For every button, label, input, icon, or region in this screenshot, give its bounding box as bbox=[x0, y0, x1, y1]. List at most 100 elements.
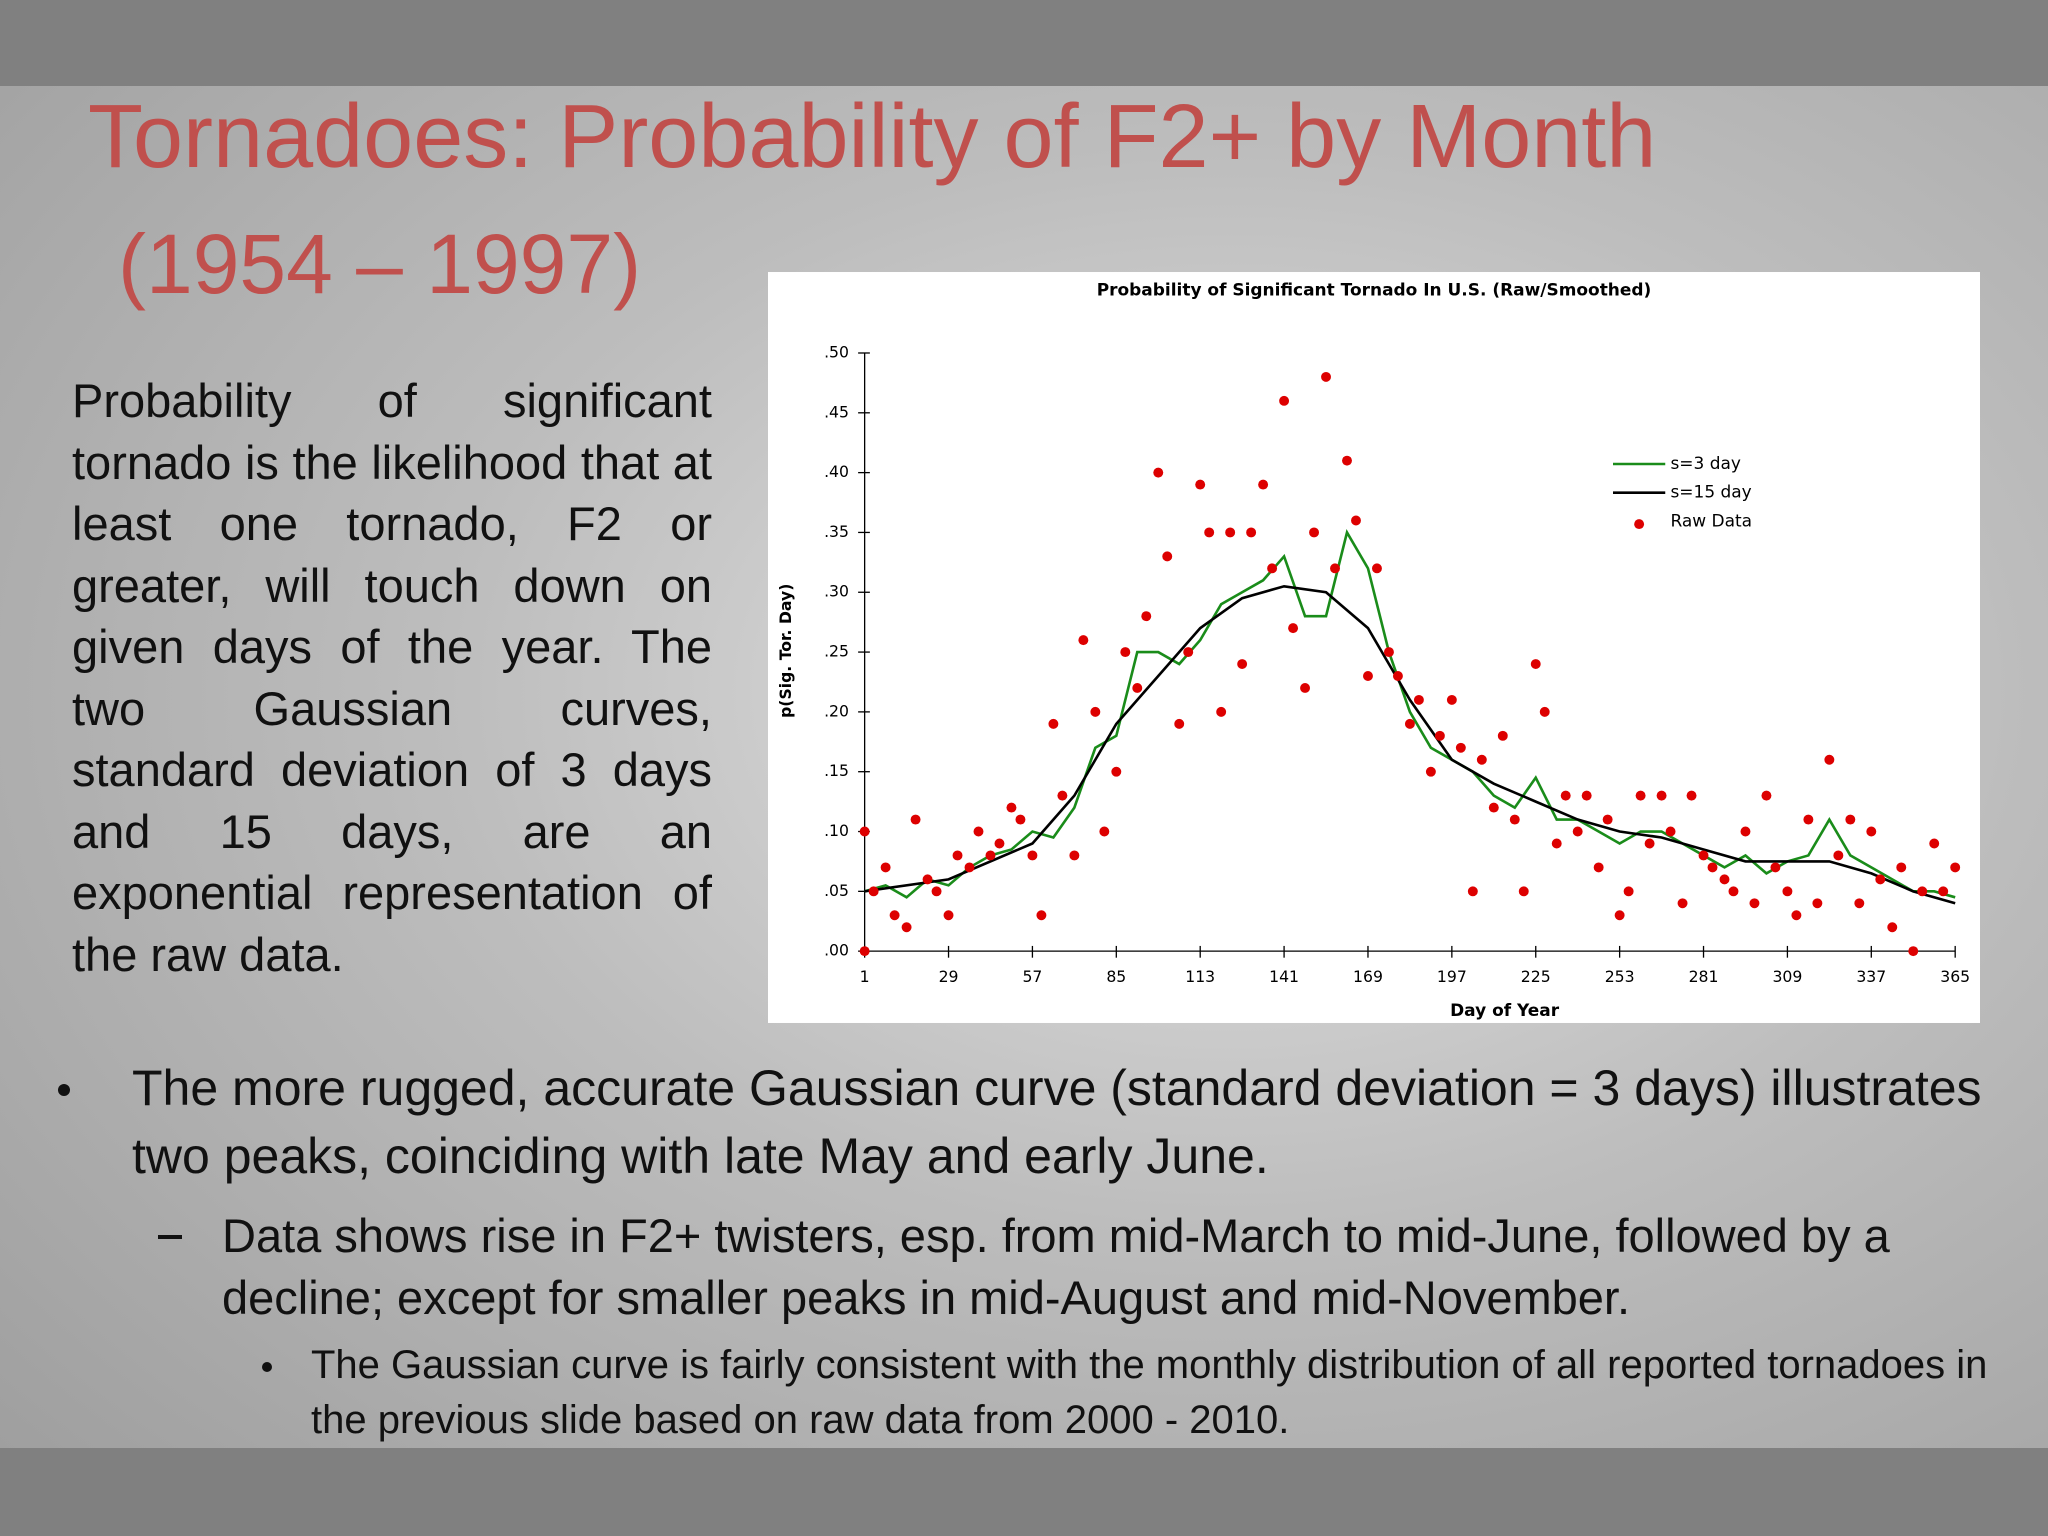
x-tick-label: 113 bbox=[1185, 967, 1215, 986]
y-tick-label: .20 bbox=[824, 701, 849, 720]
raw-data-point bbox=[1497, 730, 1508, 741]
sub-bullet-text: Data shows rise in F2+ twisters, esp. fr… bbox=[222, 1209, 1890, 1324]
raw-data-point bbox=[1560, 790, 1571, 801]
x-tick-label: 1 bbox=[860, 967, 870, 986]
raw-data-point bbox=[1069, 850, 1080, 861]
raw-data-point bbox=[1602, 814, 1613, 825]
raw-data-point bbox=[1656, 790, 1667, 801]
raw-data-point bbox=[1635, 790, 1646, 801]
x-tick-label: 29 bbox=[939, 967, 959, 986]
raw-data-point bbox=[1581, 790, 1592, 801]
raw-data-point bbox=[1770, 862, 1781, 873]
x-tick-label: 337 bbox=[1856, 967, 1886, 986]
raw-data-point bbox=[1246, 527, 1257, 538]
x-tick-label: 365 bbox=[1940, 967, 1970, 986]
raw-data-point bbox=[1728, 886, 1739, 897]
raw-data-point bbox=[1153, 467, 1164, 478]
raw-data-point bbox=[1572, 826, 1583, 837]
raw-data-point bbox=[1132, 682, 1143, 693]
raw-data-point bbox=[889, 910, 900, 921]
raw-data-point bbox=[1593, 862, 1604, 873]
raw-data-point bbox=[1204, 527, 1215, 538]
raw-data-point bbox=[1854, 898, 1865, 909]
raw-data-point bbox=[1476, 754, 1487, 765]
bullet bbox=[58, 1084, 70, 1096]
chart-title: Probability of Significant Tornado In U.… bbox=[1097, 280, 1652, 300]
y-tick-label: .00 bbox=[824, 941, 849, 960]
raw-data-point bbox=[1455, 742, 1466, 753]
chart: Probability of Significant Tornado In U.… bbox=[768, 272, 1980, 1023]
raw-data-point bbox=[901, 922, 912, 933]
legend-label: s=3 day bbox=[1670, 454, 1740, 474]
raw-data-point bbox=[1740, 826, 1751, 837]
raw-data-point bbox=[1686, 790, 1697, 801]
raw-data-point bbox=[1141, 611, 1152, 622]
x-tick-label: 197 bbox=[1437, 967, 1467, 986]
chart-background bbox=[768, 272, 1980, 1023]
raw-data-point bbox=[1342, 455, 1352, 466]
legend-label: s=15 day bbox=[1670, 483, 1751, 503]
raw-data-point bbox=[1425, 766, 1436, 777]
raw-data-point bbox=[1036, 910, 1047, 921]
raw-data-point bbox=[1824, 754, 1835, 765]
raw-data-point bbox=[1413, 694, 1424, 705]
dash bbox=[158, 1235, 182, 1239]
x-tick-label: 141 bbox=[1269, 967, 1299, 986]
y-tick-label: .10 bbox=[824, 821, 849, 840]
raw-data-point bbox=[1090, 706, 1101, 717]
raw-data-point bbox=[1057, 790, 1068, 801]
raw-data-point bbox=[1309, 527, 1320, 538]
bottom-band bbox=[0, 1448, 2048, 1536]
raw-data-point bbox=[1938, 886, 1949, 897]
x-tick-label: 85 bbox=[1106, 967, 1126, 986]
sub-sub-bullet-text: The Gaussian curve is fairly consistent … bbox=[311, 1343, 1988, 1442]
raw-data-point bbox=[1530, 659, 1541, 669]
raw-data-point bbox=[1027, 850, 1038, 861]
raw-data-point bbox=[964, 862, 975, 873]
smoothed-line bbox=[864, 584, 1956, 905]
legend-marker bbox=[1634, 519, 1645, 530]
raw-data-point bbox=[1929, 838, 1940, 849]
raw-data-point bbox=[1363, 671, 1373, 681]
raw-data-point bbox=[1698, 850, 1709, 861]
raw-data-point bbox=[1875, 874, 1886, 885]
raw-data-point bbox=[1048, 718, 1059, 729]
raw-data-point bbox=[1078, 635, 1089, 646]
y-tick-label: .45 bbox=[824, 402, 849, 421]
x-tick-label: 253 bbox=[1605, 967, 1635, 986]
raw-data-point bbox=[1434, 730, 1445, 741]
raw-data-point bbox=[1015, 814, 1026, 825]
raw-data-point bbox=[1006, 802, 1017, 813]
x-tick-label: 225 bbox=[1521, 967, 1551, 986]
raw-data-point bbox=[1300, 682, 1311, 693]
y-axis-label: p(Sig. Tor. Day) bbox=[776, 584, 795, 718]
raw-data-point bbox=[1216, 706, 1227, 717]
y-tick-label: .40 bbox=[824, 462, 849, 481]
raw-data-point bbox=[931, 886, 942, 897]
slide-subtitle: (1954 – 1997) bbox=[118, 217, 642, 311]
bullet-text: The more rugged, accurate Gaussian curve… bbox=[132, 1060, 1982, 1184]
raw-data-point bbox=[922, 874, 933, 885]
raw-data-point bbox=[1383, 647, 1394, 658]
raw-data-point bbox=[1279, 395, 1290, 406]
raw-data-point bbox=[1812, 898, 1823, 909]
raw-data-point bbox=[994, 838, 1005, 849]
raw-data-point bbox=[1267, 563, 1278, 574]
top-band bbox=[0, 0, 2048, 86]
raw-data-point bbox=[1782, 886, 1793, 897]
raw-data-point bbox=[1845, 814, 1856, 825]
raw-data-point bbox=[1791, 910, 1802, 921]
raw-data-point bbox=[1195, 479, 1206, 490]
raw-data-point bbox=[1833, 850, 1844, 861]
y-tick-label: .15 bbox=[824, 761, 849, 780]
raw-data-point bbox=[1330, 563, 1340, 574]
raw-data-point bbox=[985, 850, 996, 861]
raw-data-point bbox=[1803, 814, 1814, 825]
raw-data-point bbox=[1707, 862, 1718, 873]
raw-data-point bbox=[1099, 826, 1110, 837]
raw-data-point bbox=[1623, 886, 1634, 897]
paragraph: Probability of significant tornado is th… bbox=[72, 374, 712, 981]
raw-data-point bbox=[1446, 694, 1457, 705]
raw-data-point bbox=[1551, 838, 1562, 849]
